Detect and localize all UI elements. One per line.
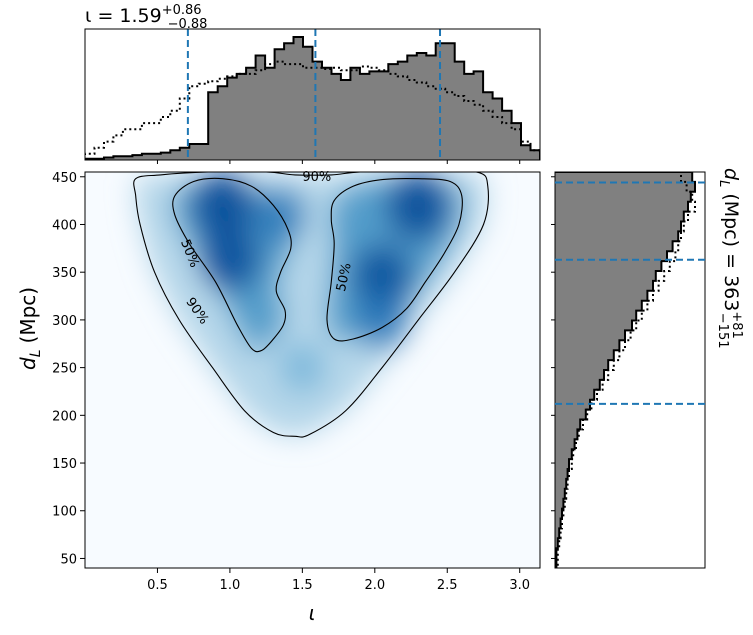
dL-panel-frame: [554, 171, 706, 569]
contour-50-percent-right: [326, 177, 463, 342]
density-peak: [386, 172, 451, 241]
density-peak: [352, 244, 412, 310]
x-axis-ticks: 0.5 1.0 1.5 2.0 2.5 3.0: [147, 568, 530, 593]
density-blur-group: [135, 172, 488, 437]
iota-histogram-outline: [85, 36, 540, 160]
density-peak: [355, 290, 409, 349]
y-axis-ticks: 50 100 150 200 250 300 350 400 450: [52, 171, 85, 567]
contour-label: 90%: [302, 170, 331, 185]
dL-estimate-label: dL (Mpc) = 363+81−151: [715, 168, 744, 349]
x-tick-label: 1.5: [292, 578, 313, 593]
contour-labels: 90%50%50%90%: [177, 170, 355, 328]
density-peak: [279, 342, 326, 393]
density-peak: [199, 224, 261, 292]
dL-panel-ticks: [551, 176, 705, 559]
y-tick-label: 200: [52, 409, 77, 424]
y-tick-label: 350: [52, 266, 77, 281]
dL-prior-histogram: [555, 172, 696, 568]
x-axis-label: ι: [309, 601, 316, 625]
x-tick-label: 0.5: [147, 578, 168, 593]
x-tick-label: 3.0: [509, 578, 530, 593]
x-tick-label: 1.0: [220, 578, 241, 593]
y-axis-label: dL(Mpc): [16, 287, 44, 370]
dL-marginal-panel: dL (Mpc) = 363+81−151: [551, 168, 744, 569]
iota-estimate-label: ι = 1.59+0.86 −0.88: [85, 3, 207, 32]
iota-marginal-panel: ι = 1.59+0.86 −0.88: [84, 3, 541, 164]
joint-panel-frame: [84, 171, 541, 569]
joint-posterior-panel: 90%50%50%90% 0.5 1.0 1.5 2.0 2.5 3.0 50100150…: [16, 170, 541, 625]
iota-filled-histogram: [85, 37, 540, 160]
contour-label: 50%: [334, 262, 355, 293]
y-tick-label: 450: [52, 171, 77, 186]
contour-90-percent: [133, 172, 489, 438]
y-tick-label: 100: [52, 505, 77, 520]
density-peak: [190, 172, 255, 241]
y-tick-label: 250: [52, 362, 77, 377]
y-tick-label: 300: [52, 314, 77, 329]
iota-panel-ticks: [156, 160, 521, 164]
y-tick-label: 150: [52, 457, 77, 472]
y-tick-label: 400: [52, 218, 77, 233]
dL-histogram: [555, 172, 696, 568]
iota-panel-frame: [84, 28, 541, 161]
contour-50-percent-left: [172, 177, 292, 353]
iota-histogram: [85, 29, 540, 160]
x-tick-label: 2.5: [437, 578, 458, 593]
iota-prior-histogram: [85, 60, 540, 160]
y-tick-label: 50: [60, 552, 77, 567]
density-heatmap: [135, 172, 488, 437]
credible-contours: [133, 172, 489, 438]
x-tick-label: 2.0: [364, 578, 385, 593]
